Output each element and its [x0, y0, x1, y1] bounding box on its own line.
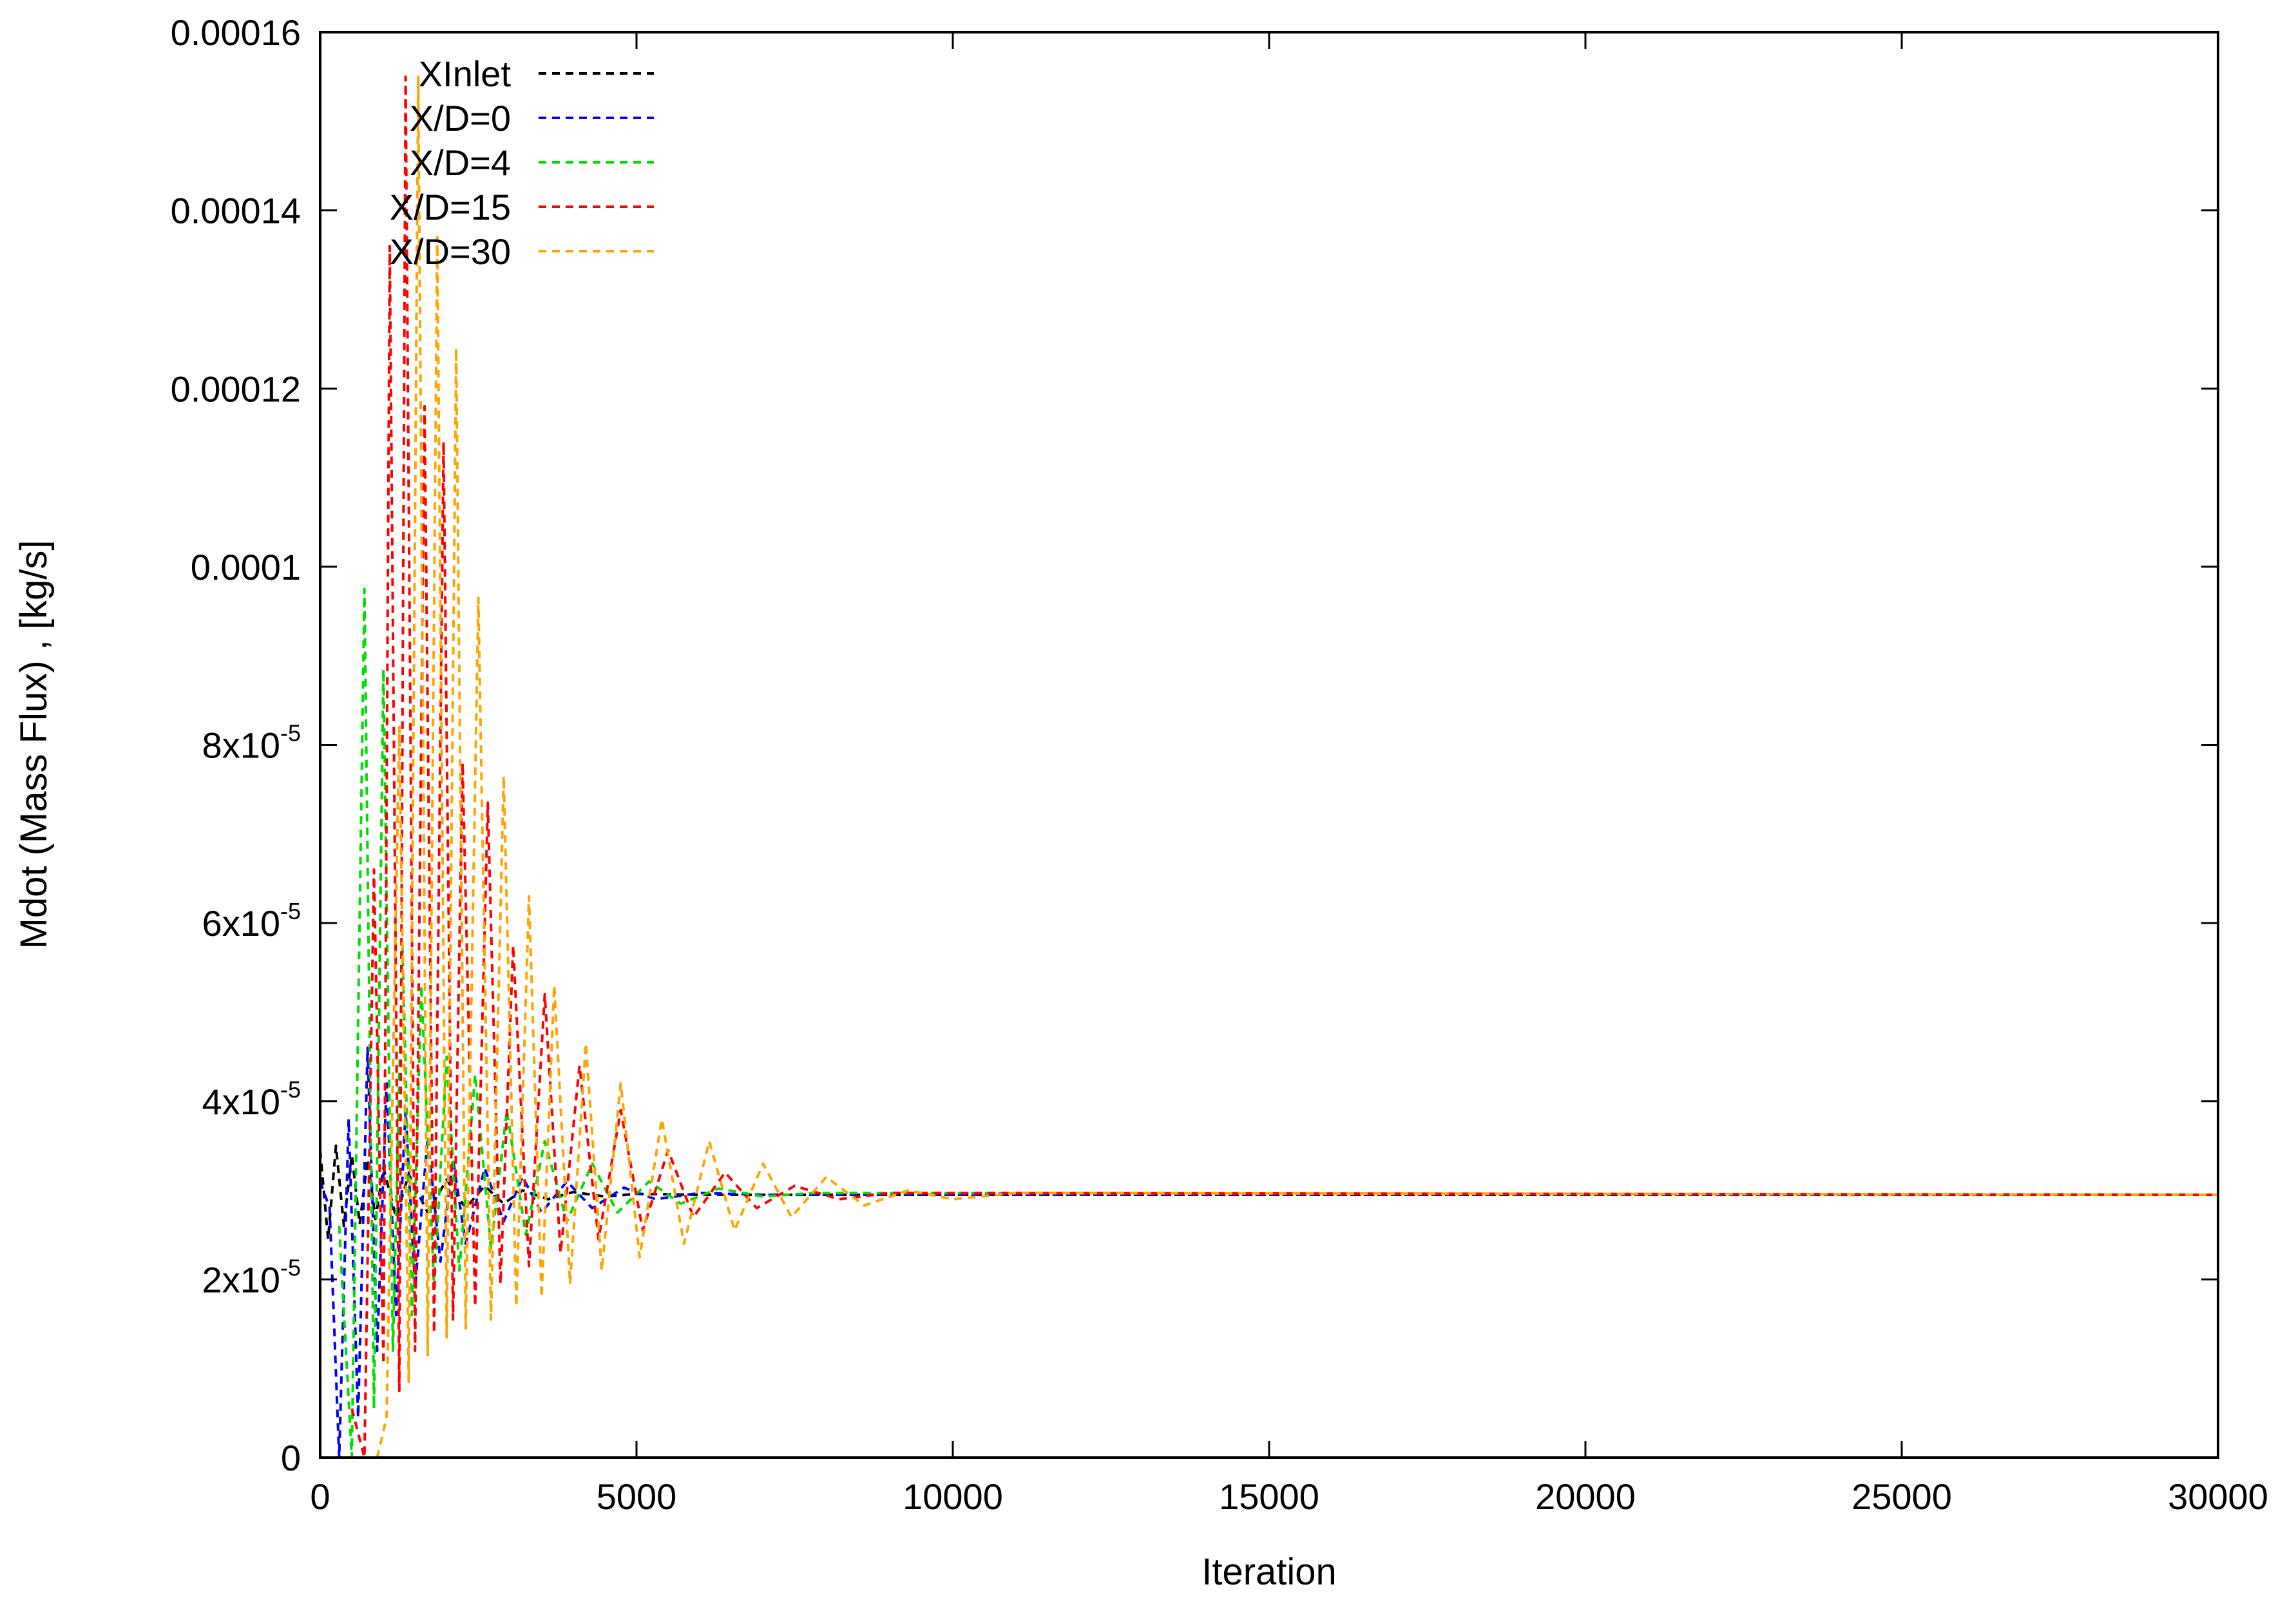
series-line-3 — [350, 75, 2218, 1458]
y-tick-labels: 0 2x10-5 4x10-5 6x10-5 8x10-5 0.0001 0.00012 0.… — [171, 12, 301, 1478]
x-tick-label-2: 10000 — [903, 1476, 1003, 1517]
series-layer — [320, 75, 2218, 1458]
x-tick-label-5: 25000 — [1851, 1476, 1952, 1517]
axis-ticks — [319, 31, 2219, 1459]
y-tick-label-8: 0.00016 — [171, 12, 301, 53]
legend-label-1: X/D=0 — [410, 98, 511, 138]
x-tick-labels: 0 5000 10000 15000 20000 25000 30000 — [310, 1476, 2268, 1517]
series-line-4 — [376, 75, 2218, 1458]
legend-label-3: X/D=15 — [390, 187, 511, 227]
x-tick-label-0: 0 — [310, 1476, 330, 1517]
plot-frame — [319, 31, 2219, 1459]
x-tick-label-4: 20000 — [1535, 1476, 1636, 1517]
y-tick-label-5: 0.0001 — [191, 547, 301, 587]
y-tick-label-6: 0.00012 — [171, 368, 301, 409]
legend-label-0: XInlet — [419, 53, 512, 94]
y-tick-label-7: 0.00014 — [171, 191, 301, 231]
x-tick-label-3: 15000 — [1219, 1476, 1319, 1517]
y-axis-title: Mdot (Mass Flux) , [kg/s] — [13, 540, 55, 949]
legend-label-2: X/D=4 — [410, 142, 511, 183]
series-line-2 — [338, 587, 2218, 1458]
legend-label-4: X/D=30 — [390, 231, 511, 272]
x-axis-title: Iteration — [1201, 1551, 1337, 1593]
series-line-1 — [320, 1046, 2218, 1458]
y-tick-label-0: 0 — [281, 1438, 301, 1478]
x-tick-label-1: 5000 — [597, 1476, 677, 1517]
x-tick-label-6: 30000 — [2168, 1476, 2268, 1517]
y-tick-label-1: 2x10-5 — [202, 1254, 301, 1300]
y-tick-label-2: 4x10-5 — [202, 1076, 301, 1122]
y-tick-label-3: 6x10-5 — [202, 898, 301, 944]
y-tick-label-4: 8x10-5 — [202, 720, 301, 766]
